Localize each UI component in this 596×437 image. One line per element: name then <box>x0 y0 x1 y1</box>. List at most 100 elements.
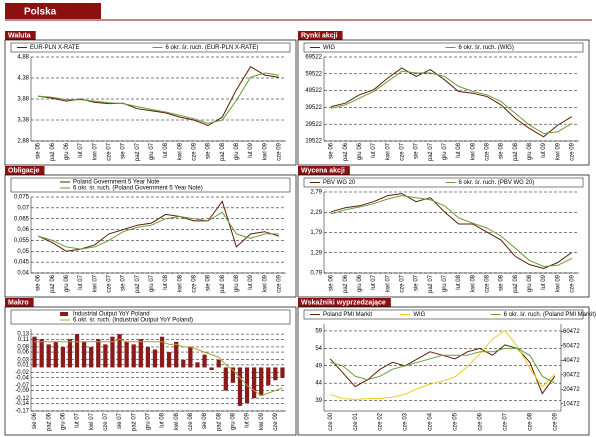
y-tick-label: 69522 <box>305 55 322 61</box>
bar <box>230 367 235 383</box>
x-tick-label: kwi 09 <box>555 142 561 160</box>
y-tick-label: 0,055 <box>14 238 30 244</box>
legend-label: 6 okr. śr. ruch. (Industrial Output YoY … <box>73 318 193 324</box>
x-tick-label: gru 08 <box>527 142 533 160</box>
y-tick-label: 0,06 <box>17 227 29 233</box>
bar <box>223 367 228 391</box>
line-series <box>38 72 279 124</box>
x-tick-label: kwi 09 <box>555 274 561 292</box>
y-tick-label: 4,88 <box>17 55 29 61</box>
x-tick-label: gru 06 <box>60 412 66 430</box>
y-tick-label: 49 <box>315 363 322 369</box>
x-tick-label: paź 07 <box>135 274 141 293</box>
x-tick-label: cze 09 <box>569 142 575 160</box>
panel-box <box>297 174 590 298</box>
line-series <box>330 70 573 135</box>
panel-title: Wycena akcji <box>301 167 345 174</box>
bar <box>181 359 186 368</box>
x-tick-label: paź 08 <box>220 142 226 161</box>
legend-label: WIG <box>323 45 335 51</box>
y-tick-label: 1,29 <box>310 250 322 256</box>
panel-box <box>297 306 590 436</box>
x-tick-label: kwi 08 <box>470 274 476 292</box>
x-tick-label: cze 09 <box>276 142 282 160</box>
bar <box>202 354 207 368</box>
y2-tick-label: 10472 <box>563 401 580 407</box>
x-tick-label: cze 03 <box>403 412 409 430</box>
x-tick-label: lut 09 <box>541 142 547 157</box>
x-tick-label: lut 07 <box>75 412 81 427</box>
y-tick-label: 0,03 <box>17 357 29 363</box>
y-tick-label: 4,38 <box>17 76 29 82</box>
bar <box>60 346 65 368</box>
x-tick-label: sie 07 <box>121 142 127 159</box>
y-tick-label: 0,05 <box>17 249 29 255</box>
x-tick-label: sie 06 <box>36 142 42 159</box>
x-tick-label: lut 07 <box>78 142 84 157</box>
legend-label: 6 okr. śr. ruch. (Poland Government 5 Ye… <box>73 186 203 192</box>
bar <box>96 339 101 368</box>
x-tick-label: cze 08 <box>191 274 197 292</box>
y2-tick-label: 20472 <box>563 387 580 393</box>
bar <box>89 346 94 368</box>
x-tick-label: lut 07 <box>78 274 84 289</box>
x-tick-label: kwi 09 <box>262 274 268 292</box>
legend-label: WIG <box>413 312 425 318</box>
legend-label: 6 okr. śr. ruch. (PBV WG 20) <box>459 180 535 186</box>
x-tick-label: lut 09 <box>541 274 547 289</box>
line-series <box>330 67 573 138</box>
y2-tick-label: 60472 <box>563 329 580 335</box>
bar <box>280 367 285 378</box>
y-tick-label: 59522 <box>305 71 322 77</box>
panel-tab <box>298 31 343 40</box>
x-tick-label: cze 07 <box>106 274 112 292</box>
x-tick-label: sie 08 <box>206 142 212 159</box>
x-tick-label: cze 06 <box>477 412 483 430</box>
line-series <box>330 347 556 384</box>
panel-title: Obligacje <box>8 167 40 174</box>
y-tick-label: 0,065 <box>14 216 30 222</box>
x-tick-label: lut 08 <box>163 274 169 289</box>
panel-title: Rynki akcji <box>301 32 338 39</box>
bar <box>53 341 58 368</box>
y-tick-label: 49522 <box>305 88 322 94</box>
page-title: Polska <box>24 7 57 18</box>
line-series <box>37 200 280 252</box>
x-tick-label: sie 06 <box>36 274 42 291</box>
x-tick-label: kwi 07 <box>385 142 391 160</box>
x-tick-label: paź 06 <box>46 412 52 431</box>
x-tick-label: cze 09 <box>552 412 558 430</box>
panel-title: Waluta <box>8 32 31 39</box>
x-tick-label: cze 05 <box>453 412 459 430</box>
legend-box <box>10 177 291 193</box>
bar <box>237 367 243 406</box>
bar <box>209 367 214 370</box>
x-tick-label: sie 07 <box>121 274 127 291</box>
y-tick-label: 39 <box>315 398 322 404</box>
x-tick-label: kwi 07 <box>385 274 391 292</box>
bar <box>167 352 172 368</box>
x-tick-label: paź 07 <box>428 142 434 161</box>
legend-label: Poland Government 5 Year Note <box>73 180 160 186</box>
panel-title: Wskaźniki wyprzedzające <box>301 299 386 306</box>
y-tick-label: 0,04 <box>17 271 29 277</box>
x-tick-label: paź 08 <box>513 274 519 293</box>
bar <box>82 341 87 368</box>
x-tick-label: cze 02 <box>378 412 384 430</box>
y-tick-label: 2,29 <box>310 210 322 216</box>
bar <box>145 346 150 368</box>
y-tick-label: 54 <box>315 346 322 352</box>
y-tick-label: 0,08 <box>17 345 29 351</box>
panel-box <box>4 39 297 166</box>
y-tick-label: 0,045 <box>14 260 30 266</box>
bar <box>273 367 278 381</box>
x-tick-label: gru 08 <box>234 142 240 160</box>
legend-label: PBV WG 20 <box>323 180 356 186</box>
legend-swatch <box>60 312 68 316</box>
y-tick-label: -0,14 <box>15 401 29 407</box>
x-tick-label: sie 08 <box>206 274 212 291</box>
x-tick-label: sie 07 <box>414 142 420 159</box>
x-tick-label: gru 07 <box>145 412 151 430</box>
bar <box>195 362 200 368</box>
